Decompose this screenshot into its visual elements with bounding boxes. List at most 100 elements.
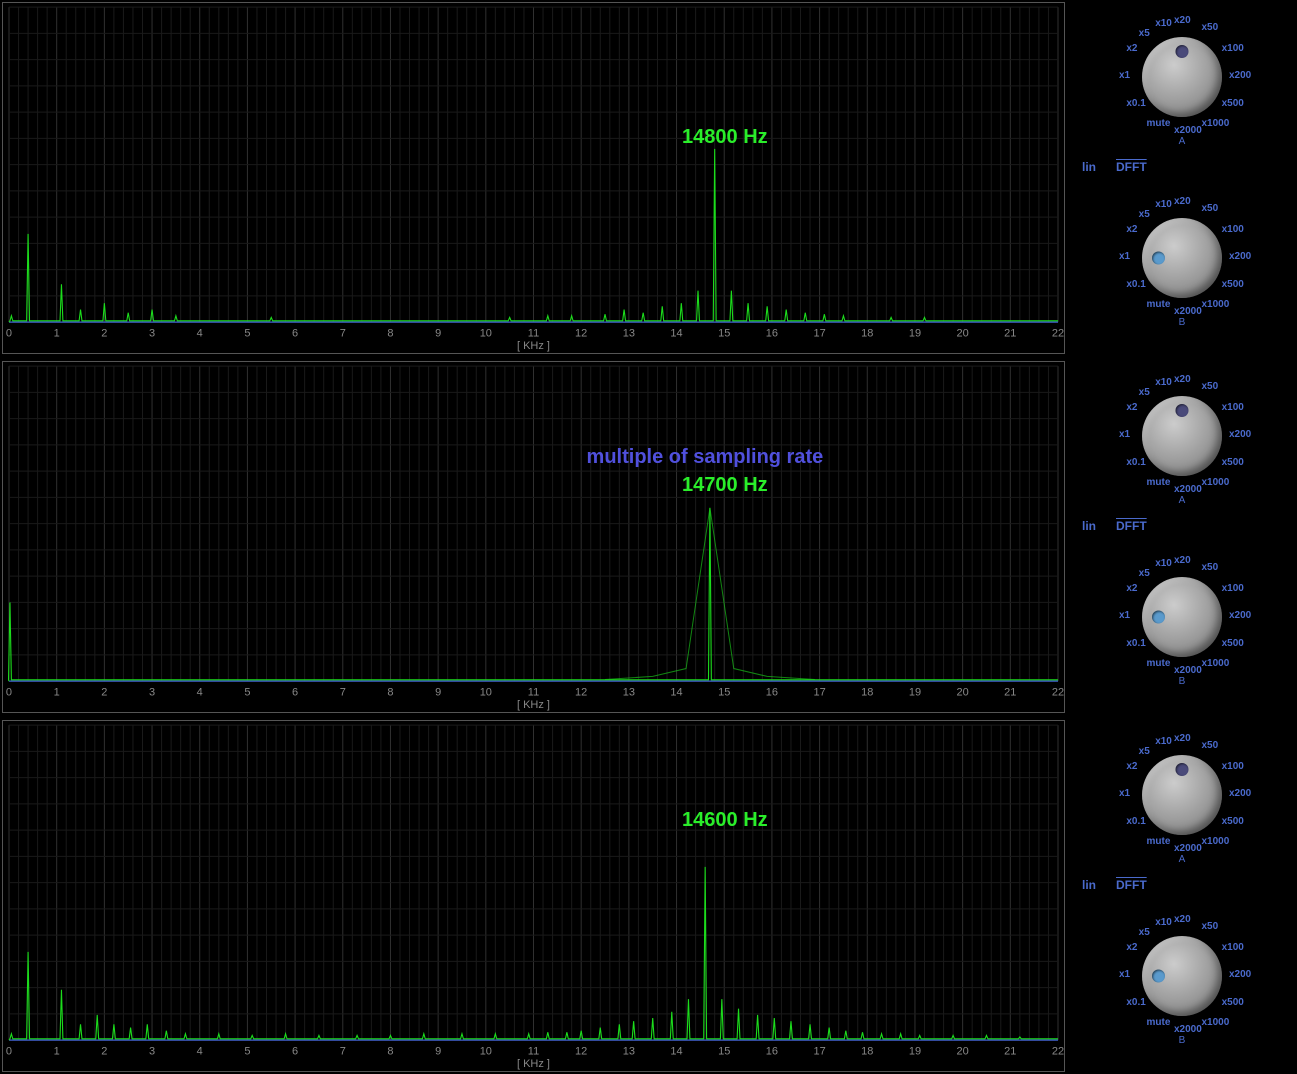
knob-tick-label: mute (1147, 658, 1171, 669)
chart-area-3: 012345678910111213141516171819202122[ KH… (2, 720, 1065, 1072)
knob-tick-label: x20 (1174, 15, 1191, 26)
knob-tick-label: x0.1 (1126, 816, 1145, 827)
svg-text:1: 1 (54, 1045, 60, 1057)
svg-text:13: 13 (623, 686, 635, 698)
svg-text:18: 18 (861, 686, 873, 698)
dfft-button[interactable]: DFFT (1109, 516, 1154, 536)
knob-tick-label: x5 (1139, 387, 1150, 398)
knob-tick-label: x1000 (1202, 836, 1230, 847)
svg-text:16: 16 (766, 327, 778, 339)
knob-tick-label: x20 (1174, 914, 1191, 925)
knob-tick-label: x10 (1155, 917, 1172, 928)
knob-tick-label: x200 (1229, 969, 1251, 980)
knob-tick-label: x2 (1126, 43, 1137, 54)
svg-text:2: 2 (101, 327, 107, 339)
knob-tick-label: x2000 (1174, 843, 1202, 854)
knob-tick-label: x10 (1155, 199, 1172, 210)
svg-text:9: 9 (435, 327, 441, 339)
svg-text:21: 21 (1004, 327, 1016, 339)
lin-button[interactable]: lin (1075, 875, 1103, 895)
svg-text:3: 3 (149, 686, 155, 698)
svg-text:2: 2 (101, 1045, 107, 1057)
svg-text:3: 3 (149, 327, 155, 339)
knob-channel-label: A (1179, 854, 1186, 865)
svg-text:8: 8 (387, 1045, 393, 1057)
knob-A-3[interactable]: x20x50x100x200x500x1000x2000mutex0.1x1x2… (1071, 722, 1293, 867)
svg-text:11: 11 (528, 686, 539, 698)
knob-tick-label: x2000 (1174, 1024, 1202, 1035)
knob-tick-label: x50 (1202, 562, 1219, 573)
svg-text:[ KHz ]: [ KHz ] (517, 340, 550, 352)
knob-channel-label: B (1179, 317, 1186, 328)
knob-tick-label: x1000 (1202, 299, 1230, 310)
dfft-button[interactable]: DFFT (1109, 875, 1154, 895)
knob-tick-label: x500 (1222, 997, 1244, 1008)
svg-text:11: 11 (528, 327, 539, 339)
spectrum-panel-1: 012345678910111213141516171819202122[ KH… (0, 0, 1297, 356)
knob-B-2[interactable]: x20x50x100x200x500x1000x2000mutex0.1x1x2… (1071, 544, 1293, 689)
knob-tick-label: mute (1147, 299, 1171, 310)
svg-text:5: 5 (244, 686, 250, 698)
svg-text:4: 4 (197, 327, 203, 339)
knob-tick-label: x100 (1222, 583, 1244, 594)
svg-text:19: 19 (909, 686, 921, 698)
knob-tick-label: x5 (1139, 209, 1150, 220)
knob-A-2[interactable]: x20x50x100x200x500x1000x2000mutex0.1x1x2… (1071, 363, 1293, 508)
svg-text:14: 14 (670, 1045, 682, 1057)
knob-tick-label: x500 (1222, 279, 1244, 290)
knob-tick-label: x5 (1139, 568, 1150, 579)
svg-text:6: 6 (292, 1045, 298, 1057)
svg-text:1: 1 (54, 327, 60, 339)
mode-row-1: lin DFFT (1071, 155, 1293, 179)
svg-text:22: 22 (1052, 327, 1064, 339)
knob-tick-label: x1 (1119, 251, 1130, 262)
svg-text:15: 15 (718, 686, 730, 698)
svg-text:4: 4 (197, 1045, 203, 1057)
controls-1: x20x50x100x200x500x1000x2000mutex0.1x1x2… (1067, 0, 1297, 356)
knob-tick-label: x5 (1139, 927, 1150, 938)
svg-text:13: 13 (623, 1045, 635, 1057)
knob-tick-label: x500 (1222, 816, 1244, 827)
dfft-button[interactable]: DFFT (1109, 157, 1154, 177)
svg-text:12: 12 (575, 327, 587, 339)
knob-tick-label: x1000 (1202, 658, 1230, 669)
knob-tick-label: x2000 (1174, 306, 1202, 317)
knob-tick-label: x2000 (1174, 665, 1202, 676)
svg-text:11: 11 (528, 1045, 539, 1057)
knob-tick-label: x2000 (1174, 125, 1202, 136)
knob-tick-label: x2 (1126, 761, 1137, 772)
svg-text:0: 0 (6, 1045, 12, 1057)
svg-text:19: 19 (909, 327, 921, 339)
lin-button[interactable]: lin (1075, 157, 1103, 177)
knob-tick-label: x1 (1119, 788, 1130, 799)
svg-text:16: 16 (766, 1045, 778, 1057)
knob-tick-label: x1 (1119, 429, 1130, 440)
svg-text:22: 22 (1052, 1045, 1064, 1057)
svg-text:6: 6 (292, 686, 298, 698)
knob-tick-label: x0.1 (1126, 997, 1145, 1008)
knob-tick-label: x1000 (1202, 477, 1230, 488)
knob-tick-label: x2 (1126, 402, 1137, 413)
mode-row-3: lin DFFT (1071, 873, 1293, 897)
svg-text:4: 4 (197, 686, 203, 698)
knob-tick-label: x2 (1126, 224, 1137, 235)
knob-tick-label: x200 (1229, 610, 1251, 621)
spectrum-panel-3: 012345678910111213141516171819202122[ KH… (0, 718, 1297, 1074)
knob-A-1[interactable]: x20x50x100x200x500x1000x2000mutex0.1x1x2… (1071, 4, 1293, 149)
knob-tick-label: x50 (1202, 22, 1219, 33)
knob-tick-label: x50 (1202, 203, 1219, 214)
svg-text:9: 9 (435, 686, 441, 698)
knob-B-1[interactable]: x20x50x100x200x500x1000x2000mutex0.1x1x2… (1071, 185, 1293, 330)
knob-tick-label: x100 (1222, 43, 1244, 54)
knob-tick-label: x50 (1202, 740, 1219, 751)
svg-text:7: 7 (340, 1045, 346, 1057)
svg-text:17: 17 (813, 686, 825, 698)
svg-text:19: 19 (909, 1045, 921, 1057)
svg-text:7: 7 (340, 327, 346, 339)
knob-tick-label: x20 (1174, 374, 1191, 385)
knob-tick-label: x50 (1202, 381, 1219, 392)
knob-tick-label: x1 (1119, 969, 1130, 980)
lin-button[interactable]: lin (1075, 516, 1103, 536)
knob-B-3[interactable]: x20x50x100x200x500x1000x2000mutex0.1x1x2… (1071, 903, 1293, 1048)
svg-text:14: 14 (670, 686, 682, 698)
